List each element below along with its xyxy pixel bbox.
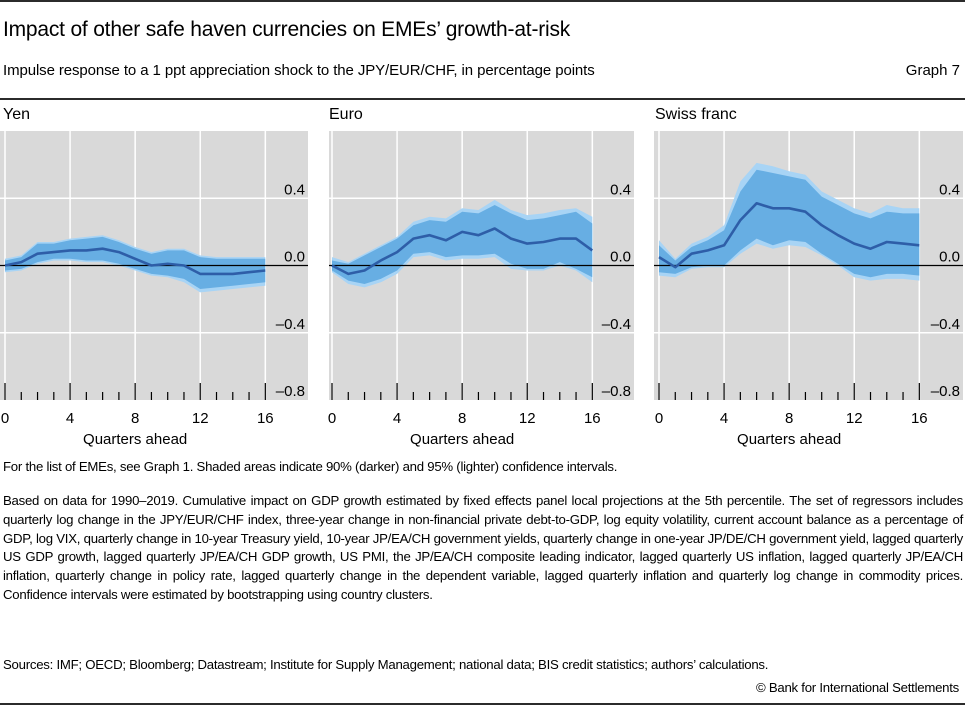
chart-panel-yen: 0 4 8 12 16 0.4 0.0 –0.4 –0.8 Quarters ahead	[0, 131, 308, 448]
panel-title-euro: Euro	[329, 106, 363, 123]
y-tick-label: –0.4	[602, 316, 631, 333]
y-tick-label: –0.8	[602, 383, 631, 400]
confidence-band-90	[332, 205, 593, 284]
y-tick-label: –0.8	[931, 383, 960, 400]
sources-line: Sources: IMF; OECD; Bloomberg; Datastrea…	[3, 657, 769, 672]
copyright: © Bank for International Settlements	[755, 680, 959, 695]
bottom-rule	[0, 703, 965, 705]
graph-number: Graph 7	[905, 62, 960, 79]
x-tick-label: 4	[393, 410, 401, 427]
x-tick-label: 16	[257, 410, 274, 427]
y-tick-label: 0.4	[284, 181, 305, 198]
x-tick-label: 0	[328, 410, 336, 427]
x-tick-label: 8	[458, 410, 466, 427]
x-tick-label: 0	[655, 410, 663, 427]
x-tick-label: 16	[584, 410, 601, 427]
chart-panel-swiss-franc: 0 4 8 12 16 0.4 0.0 –0.4 –0.8 Quarters ahead	[654, 131, 963, 448]
chart-panel-euro: 0 4 8 12 16 0.4 0.0 –0.4 –0.8 Quarters ahead	[328, 131, 634, 448]
x-tick-label: 4	[66, 410, 74, 427]
y-tick-label: 0.0	[284, 249, 305, 266]
footnote-ci: For the list of EMEs, see Graph 1. Shade…	[3, 459, 618, 474]
y-tick-label: 0.4	[939, 181, 960, 198]
chart-title: Impact of other safe haven currencies on…	[3, 18, 571, 41]
header-rule	[0, 98, 965, 100]
x-tick-label: 12	[519, 410, 536, 427]
x-tick-label: 4	[720, 410, 728, 427]
footnote-methodology: Based on data for 1990–2019. Cumulative …	[3, 493, 963, 602]
y-tick-label: –0.8	[276, 383, 305, 400]
x-tick-label: 12	[846, 410, 863, 427]
x-axis-label: Quarters ahead	[410, 431, 514, 448]
confidence-band-90	[659, 169, 920, 278]
x-tick-label: 8	[785, 410, 793, 427]
x-tick-label: 0	[1, 410, 9, 427]
central-estimate-line	[658, 202, 920, 269]
central-estimate-line	[4, 247, 266, 276]
panel-title-swiss-franc: Swiss franc	[655, 106, 737, 123]
y-tick-label: 0.4	[610, 181, 631, 198]
x-axis-label: Quarters ahead	[737, 431, 841, 448]
y-tick-label: 0.0	[939, 249, 960, 266]
x-tick-label: 12	[192, 410, 209, 427]
y-tick-label: 0.0	[610, 249, 631, 266]
chart-subtitle: Impulse response to a 1 ppt appreciation…	[3, 62, 595, 79]
panel-title-yen: Yen	[3, 106, 30, 123]
x-tick-label: 8	[131, 410, 139, 427]
central-estimate-line	[331, 227, 594, 276]
top-rule	[0, 0, 965, 2]
x-axis-label: Quarters ahead	[83, 431, 187, 448]
y-tick-label: –0.4	[276, 316, 305, 333]
y-tick-label: –0.4	[931, 316, 960, 333]
x-tick-label: 16	[911, 410, 928, 427]
charts-area: 0 4 8 12 16 0.4 0.0 –0.4 –0.8 Quarters ahead 0 4 8 12…	[0, 131, 963, 448]
